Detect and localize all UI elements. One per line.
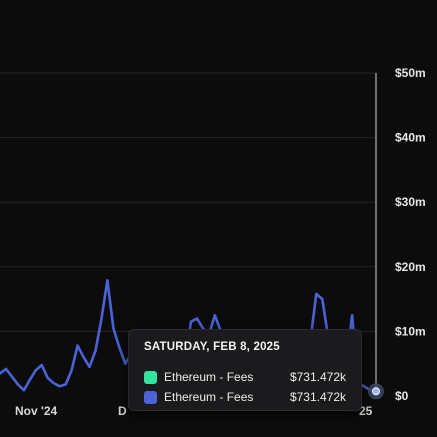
legend-swatch [144, 370, 157, 384]
y-tick-label: $0 [395, 389, 409, 403]
chart-tooltip: SATURDAY, FEB 8, 2025 Ethereum - Fees $7… [128, 329, 362, 411]
tooltip-series-name: Ethereum - Fees [164, 370, 254, 384]
hover-point [372, 387, 380, 396]
tooltip-row: Ethereum - Fees $731.472k [144, 369, 346, 385]
y-tick-label: $50m [395, 66, 426, 80]
hover-point-marker[interactable] [368, 383, 384, 400]
tooltip-date: SATURDAY, FEB 8, 2025 [144, 341, 280, 353]
legend-swatch [144, 390, 157, 404]
y-tick-label: $10m [395, 324, 426, 338]
tooltip-series-value: $731.472k [289, 370, 346, 384]
x-axis: Nov '24 D 25 [15, 404, 373, 418]
tooltip-row: Ethereum - Fees $731.472k [144, 389, 346, 405]
x-tick-label: Nov '24 [15, 404, 58, 418]
x-tick-label: 25 [359, 404, 373, 418]
y-tick-label: $20m [395, 260, 426, 274]
x-tick-label: D [118, 404, 127, 418]
y-tick-label: $40m [395, 131, 426, 145]
tooltip-series-value: $731.472k [289, 390, 346, 404]
y-tick-label: $30m [395, 195, 426, 209]
y-axis: $50m $40m $30m $20m $10m $0 [395, 66, 426, 403]
tooltip-series-name: Ethereum - Fees [164, 390, 254, 404]
chart-grid [0, 72, 376, 332]
